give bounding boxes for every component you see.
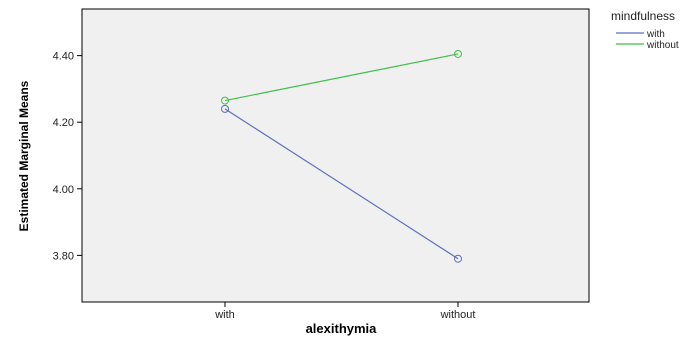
y-tick-label: 4.40	[53, 51, 74, 63]
y-tick-label: 3.80	[53, 250, 74, 262]
legend-label-without: without	[646, 40, 679, 51]
data-point-without	[221, 96, 229, 105]
plot-area	[81, 8, 590, 303]
x-tick-label: without	[440, 309, 476, 321]
legend-title: mindfulness	[611, 9, 675, 23]
series-line-with	[224, 108, 459, 260]
legend-label-with: with	[646, 29, 665, 40]
y-axis-title: Estimated Marginal Means	[17, 80, 31, 231]
y-tick-label: 4.00	[53, 184, 74, 196]
y-tick-label: 4.20	[53, 117, 74, 129]
data-point-with	[454, 254, 462, 263]
data-point-with	[221, 104, 229, 113]
x-tick-label: with	[214, 309, 235, 321]
data-point-without	[454, 49, 462, 58]
x-axis-title: alexithymia	[306, 321, 378, 336]
series-line-without	[224, 53, 459, 102]
